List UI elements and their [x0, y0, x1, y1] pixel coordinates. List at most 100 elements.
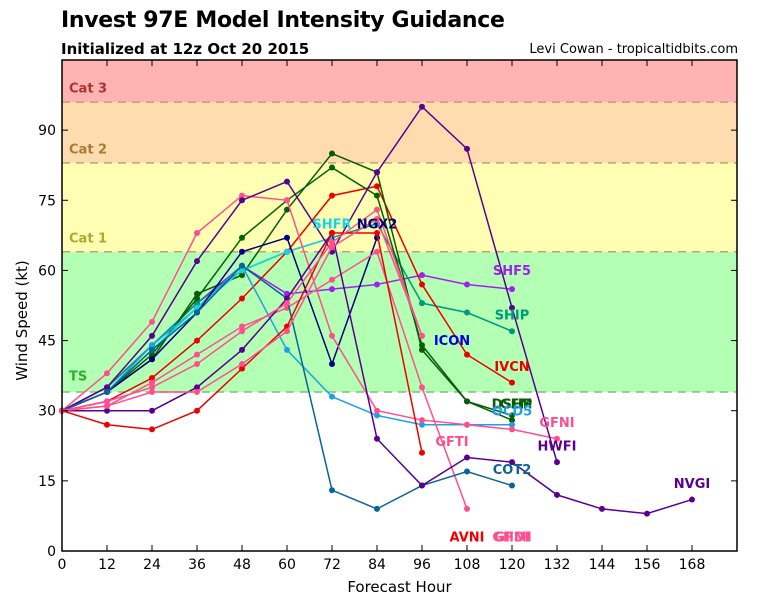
- data-point-gfdi: [329, 239, 335, 246]
- data-point-shf5: [464, 281, 470, 288]
- y-tick-label: 90: [38, 123, 56, 139]
- data-point-gfni: [464, 421, 470, 428]
- data-point-cot2: [239, 262, 245, 269]
- data-point-nvgi: [599, 505, 605, 512]
- series-label-lgem: LGEM: [492, 397, 533, 412]
- data-point-gfti: [149, 379, 155, 386]
- data-point-ocd5: [284, 346, 290, 353]
- data-point-hwfi: [239, 197, 245, 204]
- data-point-cot2: [194, 309, 200, 316]
- band-cat-1: [62, 162, 737, 252]
- data-point-hwfi: [149, 332, 155, 339]
- data-point-shfr: [239, 267, 245, 274]
- plot-frame: [61, 59, 738, 552]
- data-point-ngx2: [329, 360, 335, 367]
- series-label-icon: ICON: [434, 334, 470, 349]
- data-point-gfdi: [374, 206, 380, 213]
- data-point-ocd5: [374, 412, 380, 419]
- data-point-dshp: [374, 192, 380, 199]
- series-label-gfti: GFTI: [435, 435, 468, 450]
- series-lines: [59, 103, 695, 517]
- x-tick-label: 108: [454, 557, 481, 573]
- data-point-ivcn: [464, 351, 470, 358]
- data-point-lgem: [329, 150, 335, 157]
- data-point-gfni: [554, 435, 560, 442]
- data-point-avni: [374, 230, 380, 237]
- x-tick-label: 144: [589, 557, 616, 573]
- data-point-gfni: [374, 407, 380, 414]
- data-point-hwfi: [374, 169, 380, 176]
- data-point-nvgi: [194, 384, 200, 391]
- data-point-nvgi: [419, 482, 425, 489]
- data-point-gfdi: [104, 398, 110, 405]
- data-point-cot2: [329, 487, 335, 494]
- y-tick-label: 0: [47, 544, 56, 560]
- y-tick-label: 75: [38, 193, 56, 209]
- series-label-ivcn: IVCN: [494, 360, 529, 375]
- data-point-nvgi: [374, 435, 380, 442]
- series-label-shfr: SHFR: [312, 217, 351, 232]
- chart-credit: Levi Cowan - tropicaltidbits.com: [529, 42, 738, 57]
- data-point-lgem: [464, 398, 470, 405]
- data-point-ivcn: [194, 337, 200, 344]
- series-line-ngx2: [61, 236, 378, 412]
- x-tick-label: 132: [544, 557, 571, 573]
- data-point-hwfi: [419, 103, 425, 110]
- data-point-gfti: [464, 505, 470, 512]
- data-point-dshp: [239, 234, 245, 241]
- data-point-cot2: [464, 468, 470, 475]
- series-label-avni: AVNI: [450, 531, 485, 546]
- data-point-nvgi: [554, 491, 560, 498]
- data-point-gfni: [284, 197, 290, 204]
- data-point-ivcn: [329, 192, 335, 199]
- series-label-dshp: DSHP: [492, 397, 533, 412]
- data-point-shfr: [284, 248, 290, 255]
- y-tick-label: 30: [38, 404, 56, 420]
- data-point-hwfi: [554, 459, 560, 466]
- x-tick-label: 156: [634, 557, 661, 573]
- data-point-shf5: [374, 281, 380, 288]
- y-tick-label: 15: [38, 474, 56, 490]
- series-ghmi: [59, 215, 425, 414]
- band-label-cat-1: Cat 1: [69, 231, 107, 246]
- data-point-avni: [329, 230, 335, 237]
- data-point-nvgi: [464, 454, 470, 461]
- data-point-avni: [194, 407, 200, 414]
- data-point-nvgi: [239, 346, 245, 353]
- data-point-gfti: [419, 384, 425, 391]
- data-point-nvgi: [689, 496, 695, 503]
- data-point-gfti: [194, 351, 200, 358]
- data-point-nvgi: [509, 459, 515, 466]
- series-label-ship: SHIP: [495, 309, 530, 324]
- data-point-lgem: [239, 272, 245, 279]
- series-hwfi: [59, 103, 560, 466]
- data-point-hwfi: [509, 304, 515, 311]
- x-tick-label: 12: [98, 557, 116, 573]
- y-tick-label: 45: [38, 334, 56, 350]
- data-point-ship: [419, 300, 425, 307]
- series-line-hwfi: [61, 105, 558, 463]
- data-point-avni: [419, 449, 425, 456]
- data-point-lgem: [419, 346, 425, 353]
- data-point-ngx2: [149, 356, 155, 363]
- data-point-ship: [464, 309, 470, 316]
- data-point-ngx2: [284, 234, 290, 241]
- band-cat-3: [62, 60, 737, 103]
- data-point-ivcn: [239, 295, 245, 302]
- data-point-dshp: [509, 417, 515, 424]
- series-label-gfni: GFNI: [539, 416, 574, 431]
- data-point-dshp: [329, 164, 335, 171]
- data-point-ivcn: [149, 374, 155, 381]
- band-label-ts: TS: [69, 369, 87, 384]
- band-label-cat-3: Cat 3: [69, 82, 107, 97]
- series-gfni: [59, 192, 560, 442]
- x-tick-label: 60: [278, 557, 296, 573]
- axes: 0 12 24 36 48 60 72 84 96 108 120 132 144 156 168 0 15 30…: [38, 59, 738, 573]
- x-tick-label: 120: [499, 557, 526, 573]
- y-axis-label: Wind Speed (kt): [13, 260, 31, 381]
- data-point-gfni: [419, 417, 425, 424]
- data-point-ocd5: [329, 393, 335, 400]
- data-point-ocd5: [149, 342, 155, 349]
- x-tick-label: 96: [413, 557, 431, 573]
